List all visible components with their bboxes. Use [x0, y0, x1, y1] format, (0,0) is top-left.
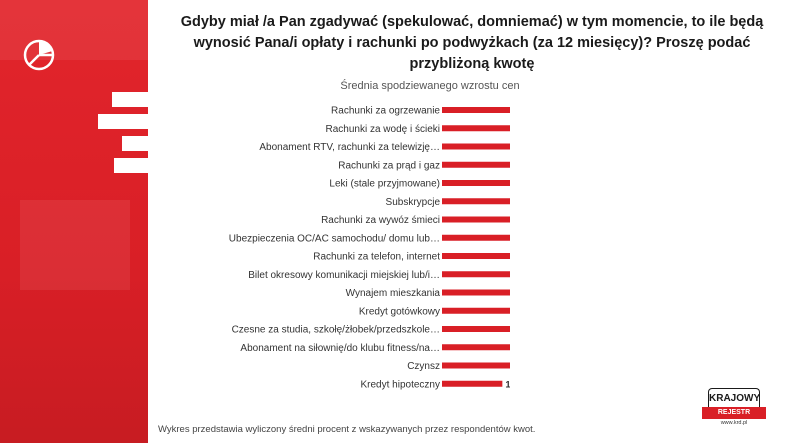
- bar: [442, 253, 510, 259]
- bar: [442, 344, 510, 351]
- brand-name: KRAJOWY: [708, 388, 760, 408]
- bar: [442, 234, 510, 241]
- category-label: Kredyt hipoteczny: [361, 379, 441, 390]
- brand-logo: KRAJOWY REJESTR DŁUGÓW www.krd.pl: [702, 388, 766, 430]
- brand-subtitle: REJESTR DŁUGÓW: [702, 407, 766, 428]
- bar-chart: Rachunki za ogrzewanie70%Rachunki za wod…: [229, 106, 510, 390]
- panel-shade-middle: [20, 200, 130, 290]
- decorative-stripe: [112, 92, 148, 107]
- bar: [442, 198, 510, 205]
- pie-chart-icon: [23, 39, 55, 71]
- bar: [442, 107, 510, 113]
- bar: [442, 125, 510, 132]
- category-label: Leki (stale przyjmowane): [329, 179, 440, 190]
- category-label: Ubezpieczenia OC/AC samochodu/ domu lub…: [229, 233, 440, 244]
- data-label: 17%: [505, 379, 510, 390]
- bar: [442, 161, 510, 168]
- category-label: Subskrypcje: [386, 197, 441, 208]
- bar: [442, 271, 510, 278]
- category-label: Bilet okresowy komunikacji miejskiej lub…: [248, 270, 440, 281]
- category-label: Rachunki za wodę i ścieki: [326, 124, 441, 135]
- decorative-side-panel: [0, 0, 148, 443]
- bar: [442, 362, 510, 369]
- category-label: Wynajem mieszkania: [346, 288, 441, 299]
- bar: [442, 143, 510, 150]
- category-label: Abonament RTV, rachunki za telewizję…: [259, 142, 440, 153]
- category-label: Rachunki za prąd i gaz: [338, 160, 440, 171]
- bar: [442, 216, 510, 223]
- decorative-stripe: [114, 158, 148, 173]
- brand-url: www.krd.pl: [720, 420, 748, 426]
- category-label: Rachunki za wywóz śmieci: [321, 215, 440, 226]
- decorative-stripe: [122, 136, 148, 151]
- page-title: Gdyby miał /a Pan zgadywać (spekulować, …: [180, 14, 764, 72]
- footnote: Wykres przedstawia wyliczony średni proc…: [158, 424, 536, 435]
- bar: [442, 180, 510, 186]
- bar: [442, 289, 510, 296]
- chart-title: Średnia spodziewanego wzrostu cen: [340, 80, 520, 92]
- category-label: Kredyt gotówkowy: [359, 306, 440, 317]
- bar: [442, 380, 503, 387]
- category-label: Rachunki za ogrzewanie: [331, 106, 440, 117]
- bar: [442, 307, 510, 314]
- category-label: Czesne za studia, szkołę/żłobek/przedszk…: [232, 325, 440, 336]
- category-label: Czynsz: [407, 361, 440, 372]
- category-label: Abonament na siłownię/do klubu fitness/n…: [240, 343, 440, 354]
- category-label: Rachunki za telefon, internet: [313, 252, 440, 263]
- bar: [442, 326, 510, 332]
- decorative-stripe: [98, 114, 148, 129]
